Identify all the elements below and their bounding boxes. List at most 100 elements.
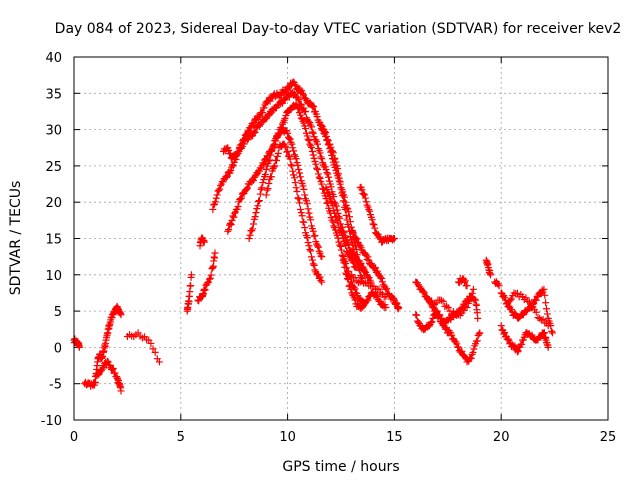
data-point [497, 322, 505, 330]
data-point [288, 140, 296, 148]
data-point [316, 149, 324, 157]
data-point [245, 235, 253, 242]
data-point [300, 185, 308, 193]
data-point [313, 164, 321, 172]
data-point [296, 173, 304, 181]
data-point [332, 213, 340, 221]
data-point [425, 322, 433, 330]
data-point [267, 147, 275, 155]
y-tick-labels: -10 -5 0 5 10 15 20 25 30 35 40 [41, 51, 62, 429]
data-point [325, 173, 333, 181]
data-point [342, 211, 350, 219]
data-point [346, 281, 354, 289]
data-point [419, 288, 427, 296]
data-point [364, 253, 372, 261]
data-point [305, 209, 313, 217]
data-point [296, 85, 304, 93]
data-point [469, 285, 477, 293]
data-point [314, 242, 322, 250]
data-point [232, 151, 240, 159]
data-point [413, 279, 421, 287]
data-point [292, 155, 300, 163]
data-point [532, 308, 540, 316]
data-point [302, 197, 310, 205]
data-point [307, 216, 315, 224]
data-point [246, 231, 254, 239]
data-point [487, 271, 495, 279]
data-point [437, 296, 445, 304]
data-point [358, 186, 366, 194]
data-point [345, 223, 353, 231]
data-point [212, 194, 220, 202]
data-point [295, 166, 303, 174]
data-point [542, 305, 550, 313]
data-point [265, 157, 273, 165]
data-point [366, 207, 374, 215]
x-tick-label: 5 [177, 430, 185, 445]
data-point [223, 173, 231, 181]
data-point [314, 243, 322, 251]
data-point [377, 274, 385, 282]
data-point [308, 253, 316, 261]
data-point [451, 310, 459, 318]
data-point [295, 105, 303, 113]
data-point [248, 227, 256, 235]
data-point [309, 151, 317, 159]
data-point [147, 339, 155, 347]
data-point [310, 102, 318, 110]
x-tick-label: 10 [279, 430, 296, 445]
data-point [264, 185, 272, 193]
data-point [454, 343, 462, 351]
data-point [458, 347, 466, 355]
data-point [325, 177, 333, 185]
data-point [378, 300, 386, 308]
data-point [351, 274, 359, 282]
data-point [464, 299, 472, 307]
x-tick-label: 15 [386, 430, 403, 445]
data-point [383, 285, 391, 293]
data-point [470, 345, 478, 353]
data-point [309, 227, 317, 235]
data-point [308, 128, 316, 136]
data-point [447, 316, 455, 324]
data-point [292, 82, 300, 90]
data-point [75, 343, 83, 351]
data-point [234, 203, 242, 211]
y-axis-label: SDTVAR / TECUs [8, 181, 24, 296]
data-point [281, 142, 289, 150]
data-point [382, 303, 390, 311]
data-point [316, 174, 324, 182]
data-point [258, 109, 266, 117]
data-point [296, 205, 304, 213]
data-point [211, 249, 219, 257]
data-point [395, 303, 403, 311]
data-point [334, 219, 342, 227]
data-point [294, 94, 302, 102]
data-point [309, 103, 317, 111]
data-point [548, 329, 556, 337]
data-point [260, 160, 268, 168]
data-point [360, 191, 368, 199]
data-point [286, 135, 294, 143]
data-point [308, 123, 316, 131]
data-point [229, 162, 237, 170]
data-point [329, 149, 337, 157]
data-point [243, 184, 251, 192]
data-point [117, 311, 125, 319]
data-point [294, 194, 302, 202]
data-point [225, 225, 233, 233]
data-point [296, 199, 304, 207]
data-point [236, 196, 244, 204]
data-point [318, 253, 326, 261]
data-point [289, 167, 297, 175]
data-point [344, 275, 352, 283]
data-point [448, 331, 456, 339]
data-point [518, 340, 526, 348]
data-point [331, 154, 339, 162]
data-point [322, 166, 330, 174]
data-point [360, 190, 368, 198]
data-point [304, 135, 312, 143]
data-point [326, 140, 334, 148]
data-point [372, 229, 380, 237]
data-point [271, 162, 279, 170]
